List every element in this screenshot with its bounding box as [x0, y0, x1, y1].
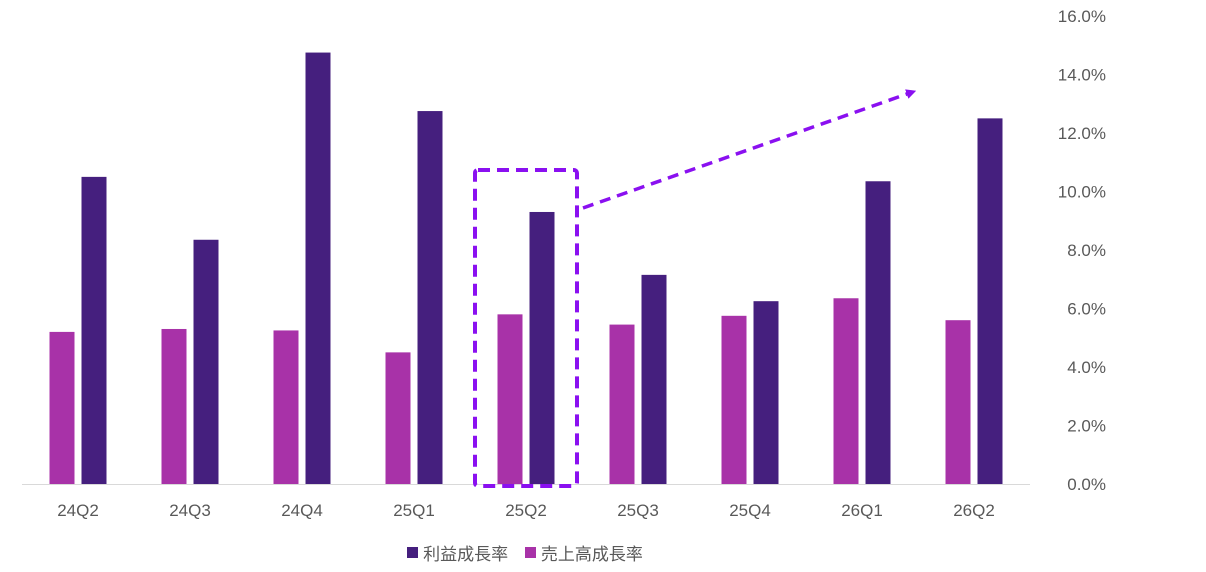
bar-sales-24Q3 [161, 328, 187, 484]
bar-profit-25Q3 [641, 274, 667, 484]
legend-label-profit: 利益成長率 [423, 545, 509, 564]
legend: 利益成長率 売上高成長率 [0, 540, 1050, 565]
legend-swatch-profit [407, 547, 419, 558]
bar-sales-25Q2 [497, 314, 523, 484]
bar-sales-26Q2 [945, 320, 971, 484]
bar-sales-26Q1 [833, 298, 859, 484]
bar-profit-24Q4 [305, 52, 331, 484]
y-tick-label: 12.0% [1058, 124, 1106, 143]
y-tick-label: 10.0% [1058, 183, 1106, 202]
x-tick-label: 25Q1 [393, 501, 435, 520]
y-tick-label: 16.0% [1058, 7, 1106, 26]
chart: 24Q2 24Q3 24Q4 25Q1 25Q2 25Q3 25Q4 26Q1 26Q2 0.0… [22, 7, 1106, 520]
y-tick-label: 14.0% [1058, 66, 1106, 85]
legend-label-sales: 売上高成長率 [540, 545, 643, 564]
bar-profit-24Q3 [193, 239, 219, 484]
bar-profit-24Q2 [81, 176, 107, 484]
legend-swatch-sales [524, 547, 536, 558]
x-tick-label: 26Q1 [841, 501, 883, 520]
bar-sales-25Q4 [721, 315, 747, 484]
x-tick-label: 24Q2 [57, 501, 99, 520]
bar-profit-25Q2 [529, 211, 555, 484]
x-tick-label: 24Q4 [281, 501, 323, 520]
x-tick-label: 25Q4 [729, 501, 771, 520]
bar-profit-26Q1 [865, 181, 891, 484]
highlight-box [473, 167, 579, 488]
x-tick-label: 25Q3 [617, 501, 659, 520]
y-tick-label: 4.0% [1067, 358, 1106, 377]
bar-sales-24Q2 [49, 331, 75, 484]
bar-sales-25Q3 [609, 324, 635, 484]
y-tick-label: 2.0% [1067, 417, 1106, 436]
y-tick-label: 0.0% [1067, 475, 1106, 494]
x-tick-label: 25Q2 [505, 501, 547, 520]
legend-item-sales: 売上高成長率 [524, 540, 643, 565]
y-tick-label: 8.0% [1067, 241, 1106, 260]
y-tick-label: 6.0% [1067, 300, 1106, 319]
bar-profit-25Q1 [417, 111, 443, 484]
trend-arrow [582, 89, 917, 210]
bar-profit-25Q4 [753, 301, 779, 484]
x-tick-label: 26Q2 [953, 501, 995, 520]
bar-profit-26Q2 [977, 118, 1003, 484]
bar-sales-25Q1 [385, 352, 411, 484]
bar-sales-24Q4 [273, 330, 299, 484]
legend-item-profit: 利益成長率 [407, 540, 508, 565]
x-tick-label: 24Q3 [169, 501, 211, 520]
